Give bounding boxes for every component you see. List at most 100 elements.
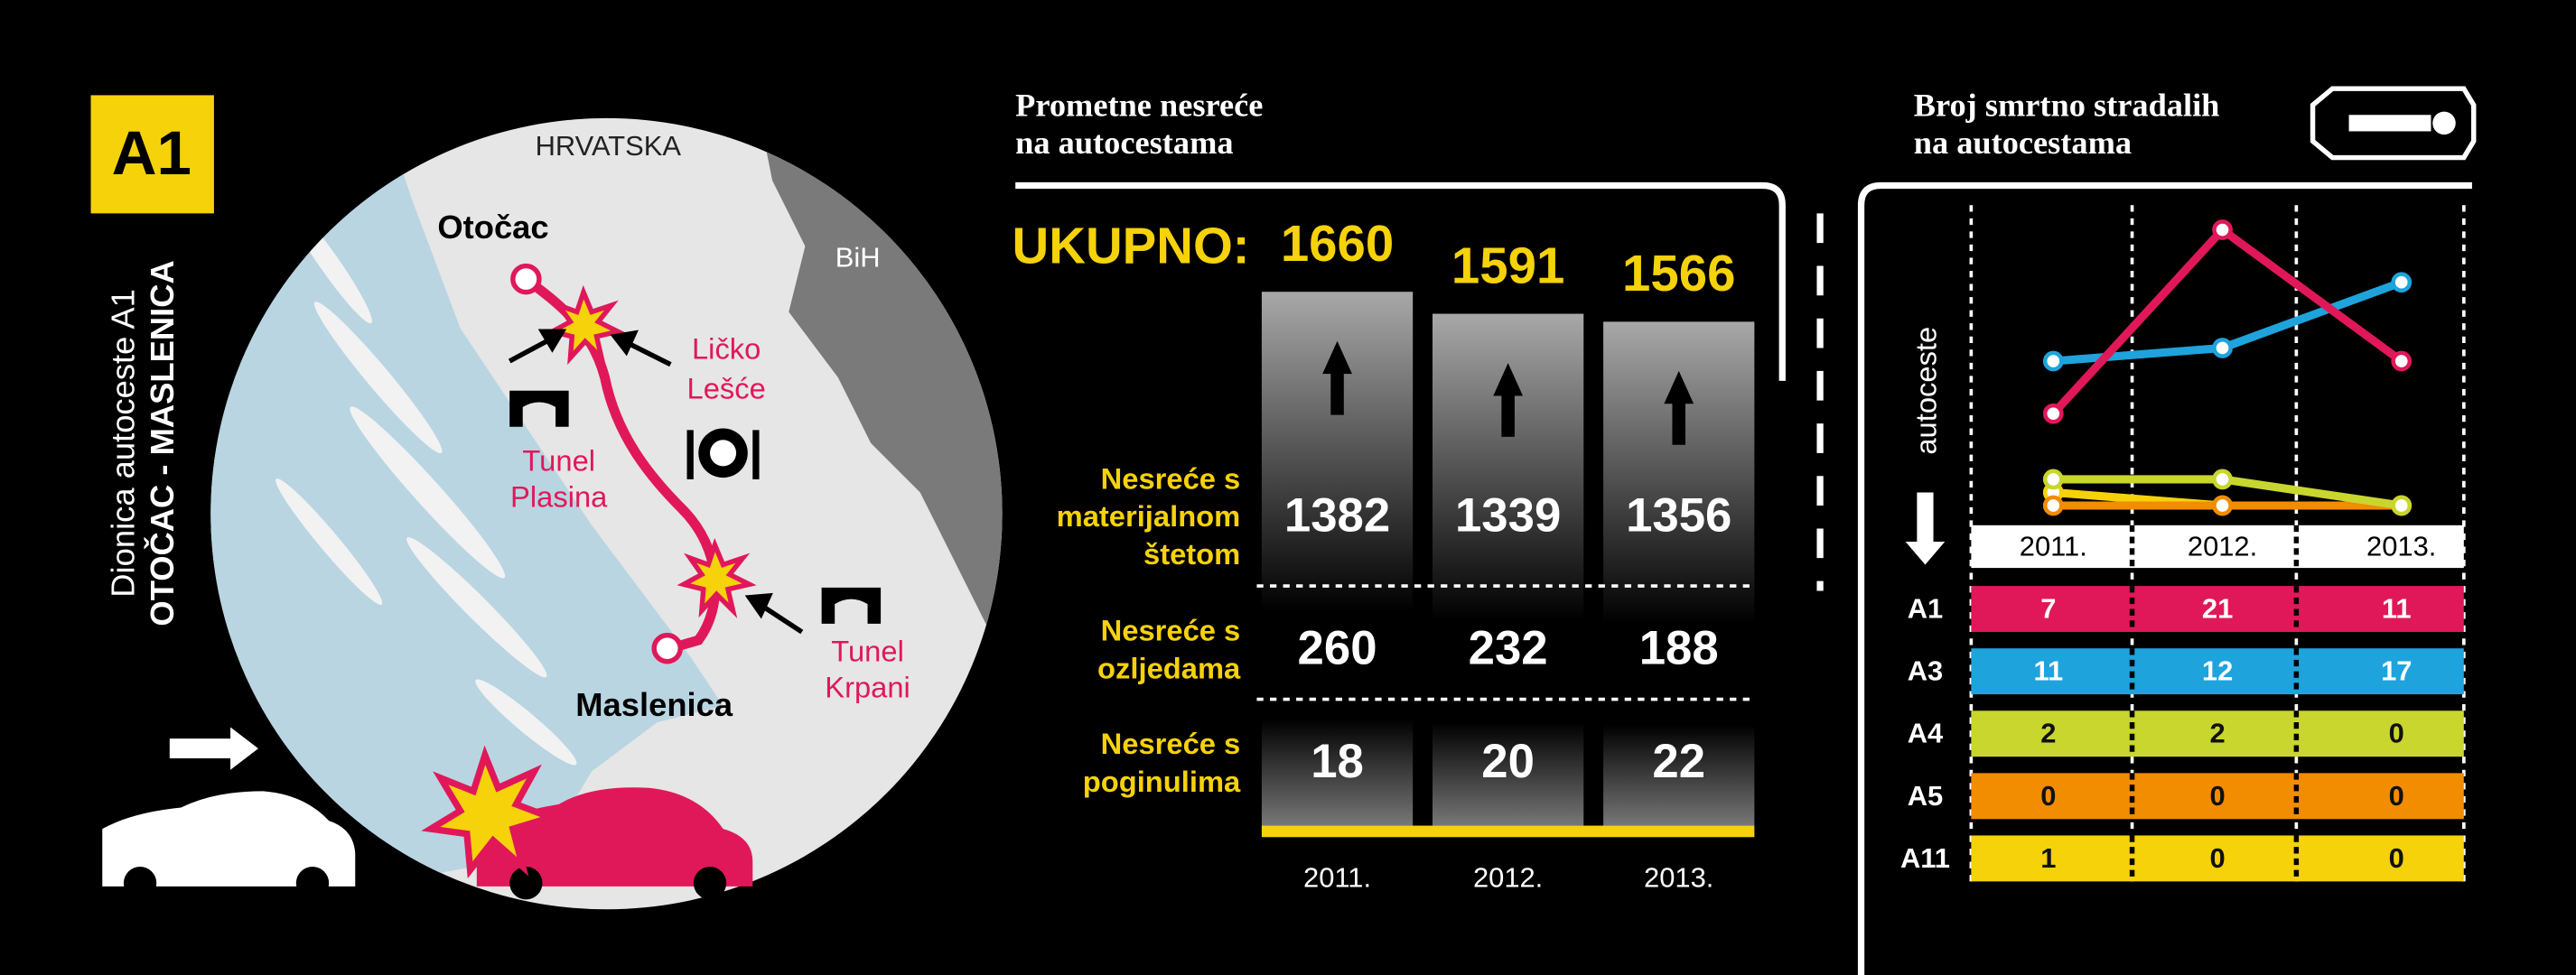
table-row: [1971, 648, 2464, 695]
car-icon: [102, 791, 356, 887]
panel-title: Broj smrtno stradalih: [1914, 87, 2220, 123]
data-label: 0: [2389, 842, 2404, 874]
data-label: 7: [2040, 593, 2056, 625]
point: [2042, 403, 2064, 424]
stop-label: Krpani: [825, 670, 910, 703]
arrows: [508, 329, 804, 635]
row-label: Nesreće s: [1101, 461, 1241, 495]
legend-label: A4: [1908, 718, 1944, 749]
row-value: 260: [1298, 622, 1377, 675]
x-tick-label: 2013.: [1644, 862, 1713, 894]
y-axis-label: autoceste: [1909, 327, 1943, 455]
point: [2391, 272, 2413, 293]
tunnel-icon: [509, 390, 569, 427]
row-label: štetom: [1143, 537, 1240, 571]
legend-label: A1: [1908, 593, 1944, 625]
row-label: Nesreće s: [1101, 727, 1241, 760]
x-tick-label: 2013.: [2366, 530, 2436, 562]
data-label: 0: [2040, 780, 2056, 812]
data-label: 12: [2202, 655, 2233, 687]
data-label: 2: [2040, 718, 2056, 749]
panel-title: na autocestama: [1914, 125, 2132, 161]
frame: [1857, 181, 2472, 975]
point: [2042, 495, 2064, 516]
sea: [210, 117, 723, 910]
side-title: Dionica autoceste A1: [104, 289, 141, 598]
row-value: 188: [1639, 622, 1719, 675]
data-label: 0: [2209, 780, 2225, 812]
row-value: 18: [1311, 735, 1364, 788]
point: [2391, 495, 2413, 516]
crash-icon: [421, 745, 561, 879]
data-label: 0: [2389, 718, 2404, 749]
row-label: Nesreće s: [1101, 614, 1241, 647]
badge-box: [90, 95, 214, 214]
country-label: HRVATSKA: [536, 130, 682, 162]
panel-title: na autocestama: [1015, 125, 1233, 161]
restaurant-icon: [686, 428, 760, 479]
stop-label: Plasina: [510, 479, 608, 513]
panel-title: Prometne nesreće: [1015, 87, 1263, 123]
row-value: 232: [1469, 622, 1548, 675]
crash-icon: [546, 284, 626, 367]
legend-label: A3: [1908, 655, 1944, 687]
place-label: Maslenica: [575, 686, 733, 723]
row-label: ozljedama: [1097, 651, 1241, 684]
data-label: 1: [2040, 842, 2056, 874]
map: [210, 117, 1003, 910]
x-tick-label: 2012.: [1473, 862, 1543, 894]
place-label: Otočac: [437, 209, 548, 246]
legend-label: A11: [1900, 842, 1950, 874]
x-tick-label: 2011.: [1303, 862, 1371, 894]
arrow-icon: [1664, 370, 1694, 445]
point: [2212, 219, 2233, 240]
side-subtitle: OTOČAC - MASLENICA: [143, 260, 181, 626]
baseline-strip: [1261, 825, 1755, 838]
legend-label: A5: [1908, 780, 1944, 812]
stop-label: Tunel: [522, 443, 595, 477]
table-row: [1971, 773, 2464, 820]
row-value: 1339: [1455, 488, 1561, 542]
row-value: 1382: [1284, 488, 1390, 542]
tunnel-icon: [821, 587, 882, 624]
x-tick-label: 2011.: [2020, 530, 2087, 562]
crash-icon: [677, 537, 757, 619]
coffin-icon: [2310, 86, 2477, 161]
point: [2212, 469, 2233, 490]
point: [2212, 495, 2233, 516]
table-row: [1971, 835, 2464, 882]
row-label: materijalnom: [1057, 499, 1241, 533]
row-value: 1356: [1626, 488, 1731, 542]
frame: [1015, 181, 1786, 381]
bar-value: 1591: [1451, 237, 1564, 293]
point: [2042, 350, 2064, 372]
down-arrow: [1905, 492, 1946, 565]
data-label: 0: [2389, 780, 2404, 812]
data-label: 11: [2382, 593, 2412, 625]
point: [2212, 338, 2233, 358]
bar-value: 1660: [1281, 215, 1394, 272]
stop-label: Lešće: [687, 371, 766, 404]
route-end: [651, 632, 683, 664]
table-row: [1971, 586, 2464, 632]
data-label: 21: [2202, 593, 2233, 625]
row-value: 20: [1481, 735, 1535, 788]
year-row: [1971, 525, 2464, 569]
point: [2042, 469, 2064, 490]
stop-label: Ličko: [692, 332, 761, 366]
badge: A1: [112, 117, 191, 188]
accidents-chart: 1660 2011. 1591 2012. 1566 2013. Nesreće s mate…: [1057, 215, 1755, 894]
data-label: 11: [2033, 655, 2063, 687]
route-start: [510, 263, 542, 295]
stop-label: Tunel: [831, 634, 904, 667]
data-label: 2: [2209, 718, 2225, 749]
neighbor-label: BiH: [835, 241, 881, 273]
table-row: [1971, 710, 2464, 757]
row-value: 22: [1652, 735, 1705, 788]
point: [2391, 350, 2413, 372]
deaths-chart: 2011. 2012. 2013. A1 7 21 11 A3 11 12 17 A4 2 2 0 A5 0 0 0…: [1900, 205, 2466, 887]
data-label: 17: [2381, 655, 2412, 687]
data-label: 0: [2209, 842, 2225, 874]
